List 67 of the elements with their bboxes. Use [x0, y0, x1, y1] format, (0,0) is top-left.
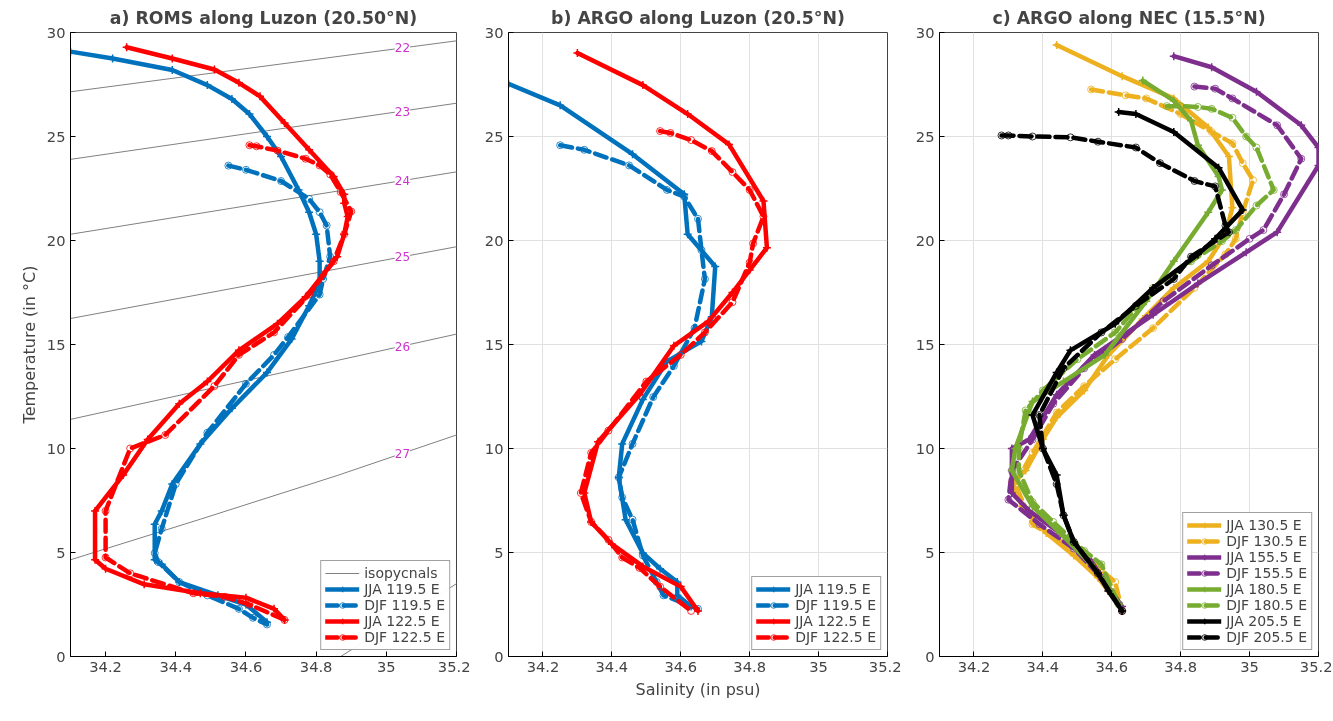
y-tick-label: 5 [925, 543, 935, 561]
y-tick-label: 15 [915, 335, 935, 353]
x-axis-title: Salinity (in psu) [635, 679, 761, 699]
y-tick-label: 20 [915, 231, 935, 249]
legend-label: isopycnals [364, 565, 438, 581]
x-tick-label: 35.2 [1299, 657, 1333, 675]
y-tick-label: 5 [494, 543, 504, 561]
legend-label: JJA 122.5 E [795, 613, 871, 629]
y-tick-label: 0 [494, 647, 504, 665]
x-tick-label: 34.6 [229, 657, 263, 675]
annotation: 22 [394, 41, 411, 56]
legend-label: JJA 205.5 E [1226, 613, 1302, 629]
x-tick-label: 35 [1240, 657, 1259, 675]
legend-label: JJA 122.5 E [364, 613, 440, 629]
legend-label: DJF 180.5 E [1226, 597, 1307, 613]
x-tick-label: 35 [809, 657, 828, 675]
x-tick-label: 34.4 [159, 657, 193, 675]
y-tick-label: 20 [46, 231, 66, 249]
y-tick-label: 10 [915, 439, 935, 457]
x-tick-label: 34.8 [299, 657, 333, 675]
x-tick-label: 34.4 [595, 657, 629, 675]
x-tick-label: 34.6 [1095, 657, 1129, 675]
y-tick-label: 10 [46, 439, 66, 457]
x-tick-label: 34.2 [526, 657, 560, 675]
x-tick-label: 34.2 [89, 657, 122, 675]
y-tick-label: 0 [56, 647, 66, 665]
legend-label: DJF 122.5 E [364, 629, 445, 645]
chart-title: c) ARGO along NEC (15.5°N) [992, 7, 1266, 28]
legend-label: JJA 130.5 E [1226, 517, 1302, 533]
legend-label: JJA 119.5 E [795, 581, 871, 597]
legend-label: JJA 155.5 E [1226, 549, 1302, 565]
y-tick-label: 5 [56, 543, 66, 561]
annotation: 27 [394, 446, 411, 461]
x-tick-label: 34.8 [1164, 657, 1198, 675]
legend-label: DJF 119.5 E [364, 597, 445, 613]
chart-title: a) ROMS along Luzon (20.50°N) [109, 7, 418, 28]
annotation: 26 [394, 339, 411, 354]
x-tick-label: 34.4 [1026, 657, 1060, 675]
legend-label: JJA 180.5 E [1226, 581, 1302, 597]
y-tick-label: 25 [46, 127, 66, 145]
y-tick-label: 10 [484, 439, 504, 457]
legend-label: DJF 122.5 E [795, 629, 876, 645]
y-tick-label: 15 [484, 335, 504, 353]
y-tick-label: 25 [484, 127, 504, 145]
y-tick-label: 0 [925, 647, 935, 665]
legend-label: DJF 130.5 E [1226, 533, 1307, 549]
x-tick-label: 35.2 [437, 657, 471, 675]
y-tick-label: 20 [484, 231, 504, 249]
legend-label: DJF 119.5 E [795, 597, 876, 613]
legend-label: DJF 205.5 E [1226, 629, 1307, 645]
legend-label: JJA 119.5 E [364, 581, 440, 597]
annotation: 25 [394, 250, 411, 265]
y-tick-label: 30 [484, 23, 504, 41]
y-axis-title: Temperature (in °C) [19, 265, 39, 425]
y-tick-label: 30 [915, 23, 935, 41]
x-tick-label: 34.6 [664, 657, 698, 675]
x-tick-label: 34.8 [733, 657, 767, 675]
annotation: 23 [394, 104, 411, 119]
chart-title: b) ARGO along Luzon (20.5°N) [551, 7, 845, 28]
y-tick-label: 15 [46, 335, 66, 353]
annotation: 24 [394, 174, 411, 189]
x-tick-label: 35 [376, 657, 396, 675]
x-tick-label: 35.2 [868, 657, 902, 675]
legend-label: DJF 155.5 E [1226, 565, 1307, 581]
y-tick-label: 25 [915, 127, 935, 145]
x-tick-label: 34.2 [957, 657, 991, 675]
y-tick-label: 30 [46, 23, 66, 41]
